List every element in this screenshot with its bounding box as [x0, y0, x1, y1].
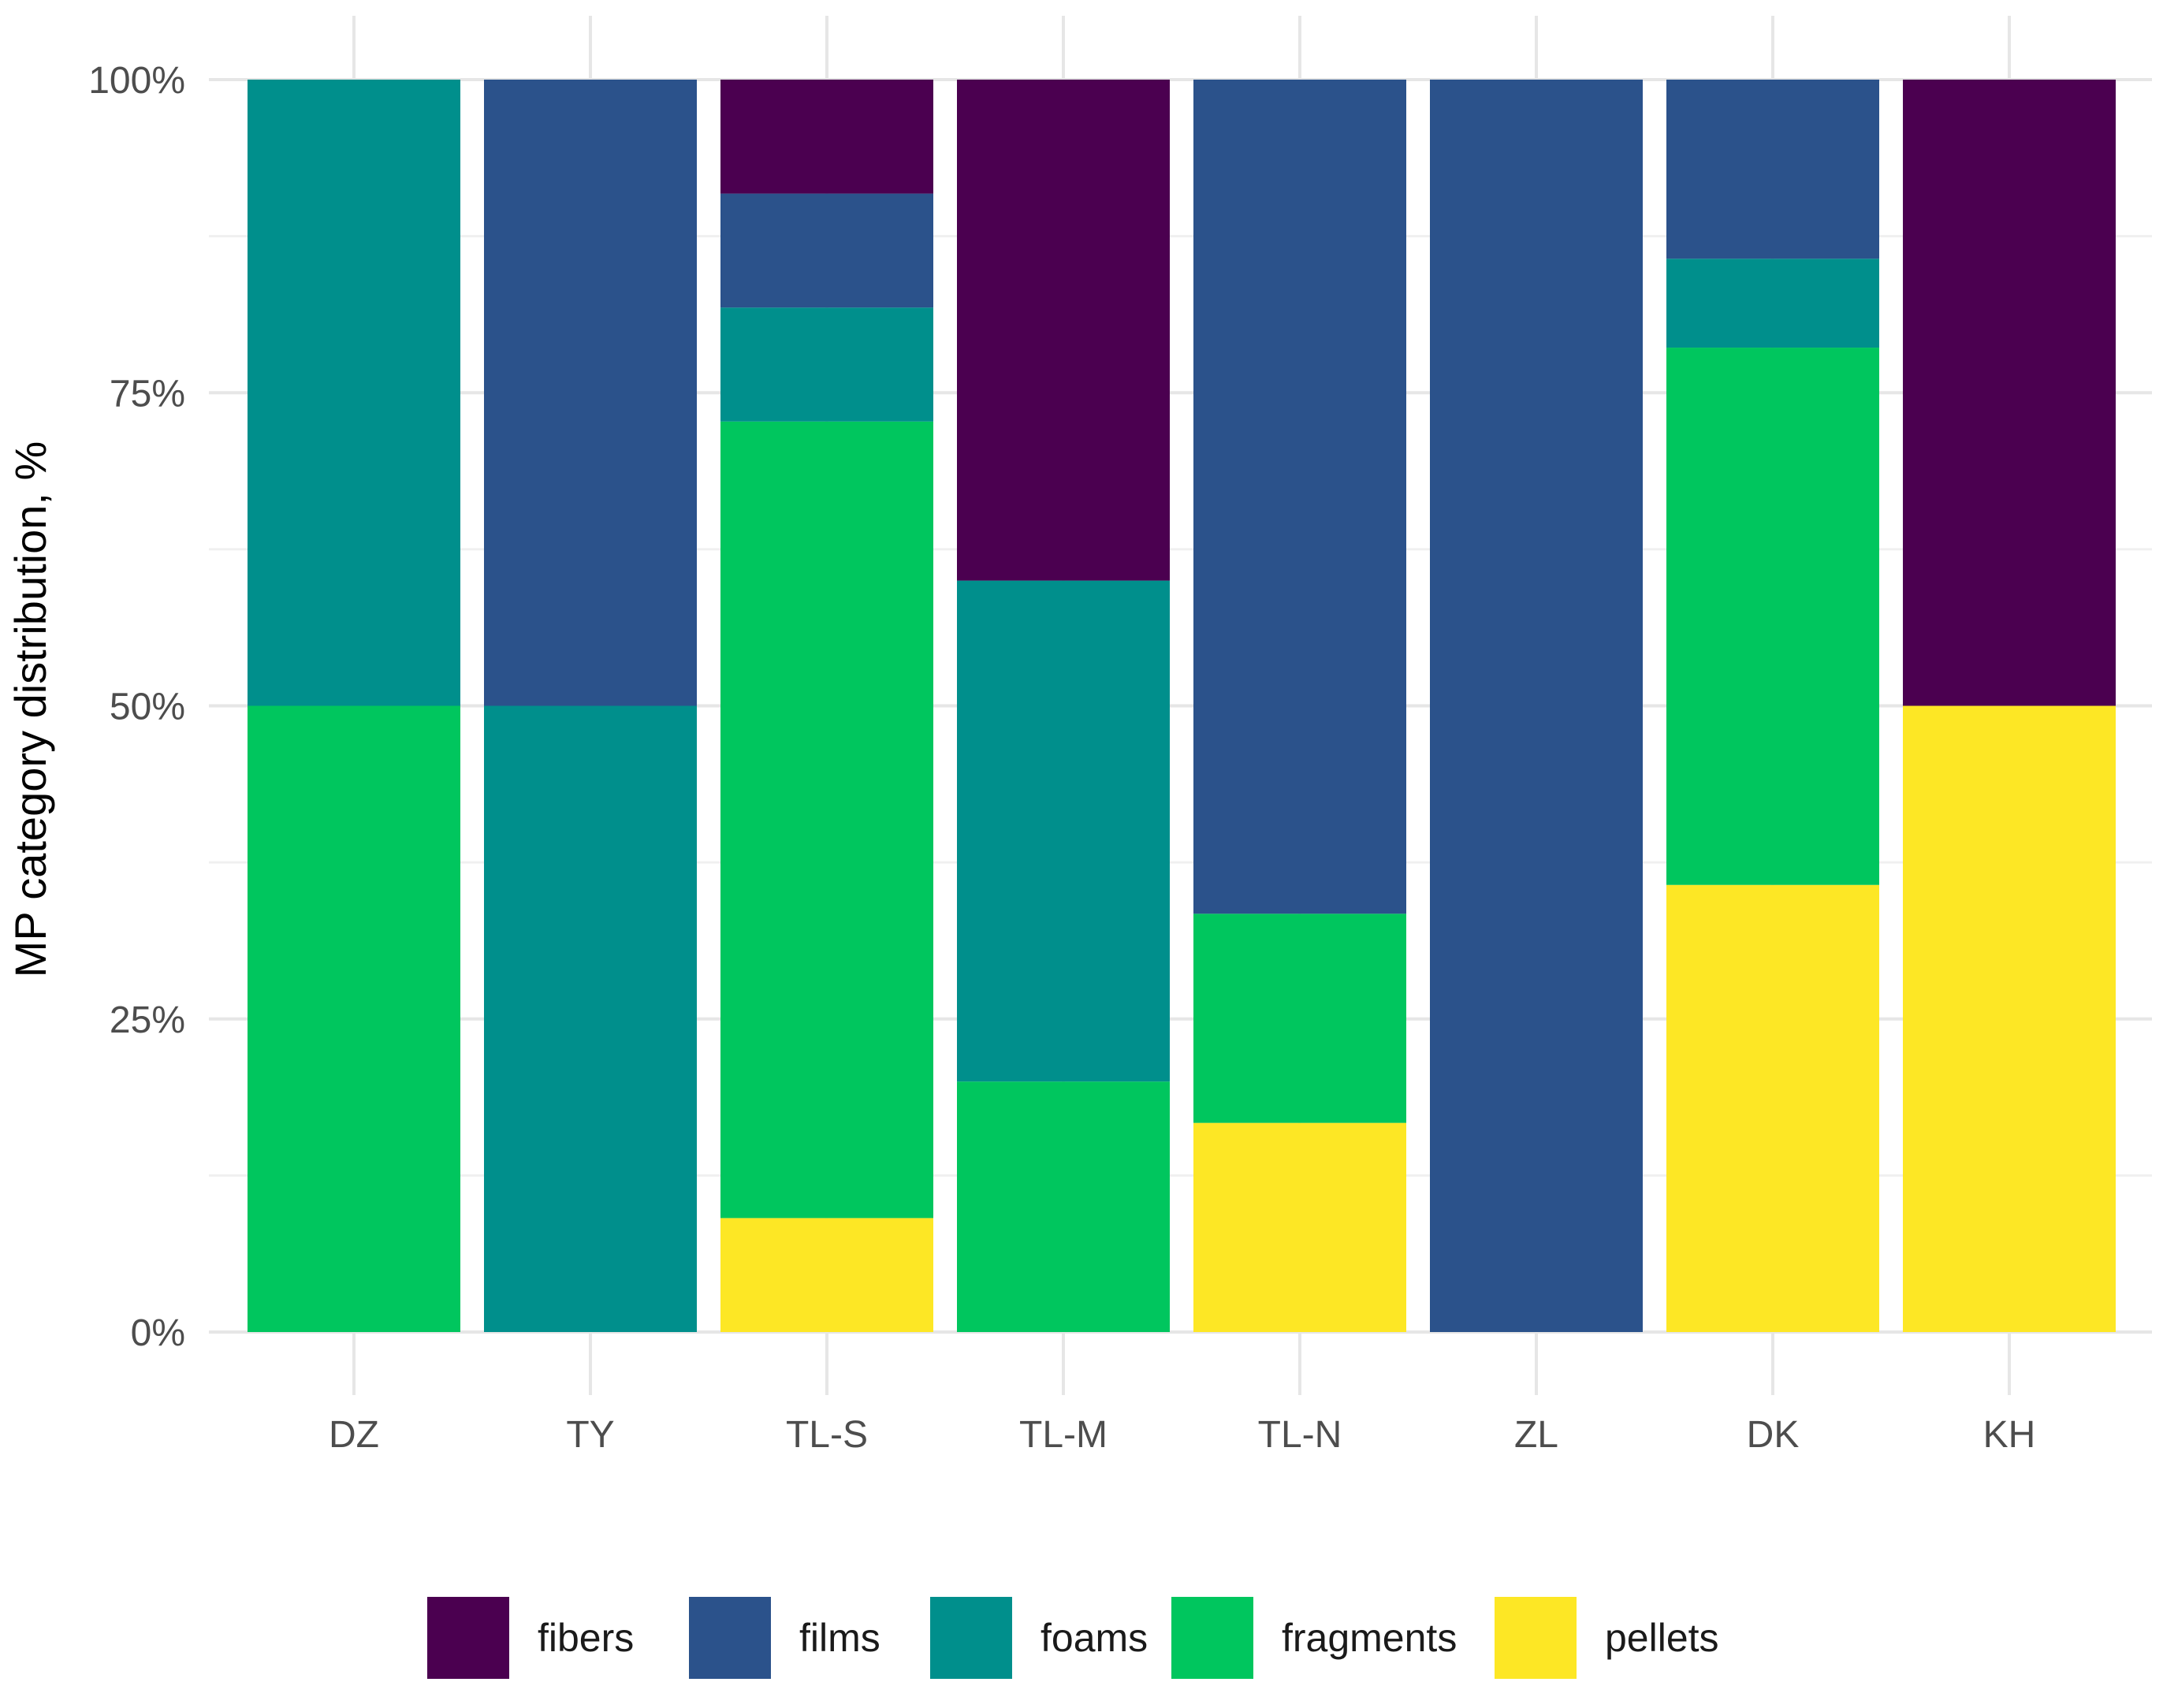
bar-segment-films-TL-N [1193, 80, 1406, 914]
bar-segment-foams-DK [1666, 259, 1879, 348]
bar-segment-foams-TL-M [957, 580, 1170, 1082]
legend: fibers films foams fragments pellets [427, 1597, 1719, 1679]
legend-label-films: films [799, 1616, 880, 1660]
legend-swatch-foams [930, 1597, 1012, 1679]
bar-segment-films-TL-S [720, 193, 933, 308]
bar-segment-films-TY [484, 80, 697, 706]
x-tick-label: ZL [1514, 1414, 1558, 1456]
x-tick-label: KH [1983, 1414, 2036, 1456]
bar-segment-pellets-DK [1666, 884, 1879, 1332]
x-tick-label: TL-N [1258, 1414, 1342, 1456]
legend-label-pellets: pellets [1605, 1616, 1719, 1660]
legend-label-fibers: fibers [538, 1616, 634, 1660]
legend-label-foams: foams [1041, 1616, 1148, 1660]
y-tick-label: 100% [88, 60, 185, 102]
y-tick-label: 0% [131, 1312, 185, 1354]
legend-swatch-fibers [427, 1597, 509, 1679]
bar-segment-pellets-TL-S [720, 1218, 933, 1332]
legend-swatch-films [689, 1597, 771, 1679]
y-tick-label: 25% [110, 999, 185, 1041]
x-tick-label: TY [566, 1414, 614, 1456]
legend-swatch-fragments [1171, 1597, 1253, 1679]
bar-segment-fragments-DZ [248, 705, 460, 1332]
legend-swatch-pellets [1495, 1597, 1577, 1679]
bar-segment-pellets-KH [1903, 705, 2116, 1332]
y-axis-title: MP category distribution, % [6, 441, 55, 978]
bar-segment-foams-TY [484, 705, 697, 1332]
bar-segment-films-ZL [1430, 80, 1643, 1332]
bars [248, 80, 2116, 1332]
bar-segment-fragments-TL-S [720, 421, 933, 1219]
bar-segment-fragments-TL-M [957, 1081, 1170, 1332]
x-axis: DZ TY TL-S TL-M TL-N ZL DK KH [329, 1414, 2035, 1456]
y-tick-label: 75% [110, 373, 185, 415]
bar-segment-fibers-TL-S [720, 80, 933, 194]
bar-segment-fibers-KH [1903, 80, 2116, 706]
bar-segment-fragments-DK [1666, 348, 1879, 885]
bar-segment-fibers-TL-M [957, 80, 1170, 581]
bar-segment-foams-TL-S [720, 307, 933, 422]
x-tick-label: TL-S [786, 1414, 868, 1456]
bar-segment-fragments-TL-N [1193, 914, 1406, 1123]
y-tick-label: 50% [110, 687, 185, 728]
bar-segment-foams-DZ [248, 80, 460, 706]
y-axis: 0% 25% 50% 75% 100% [88, 60, 185, 1354]
bar-segment-pellets-TL-N [1193, 1122, 1406, 1332]
bar-segment-films-DK [1666, 80, 1879, 259]
x-tick-label: DK [1747, 1414, 1800, 1456]
legend-label-fragments: fragments [1282, 1616, 1457, 1660]
x-tick-label: TL-M [1019, 1414, 1108, 1456]
x-tick-label: DZ [329, 1414, 379, 1456]
